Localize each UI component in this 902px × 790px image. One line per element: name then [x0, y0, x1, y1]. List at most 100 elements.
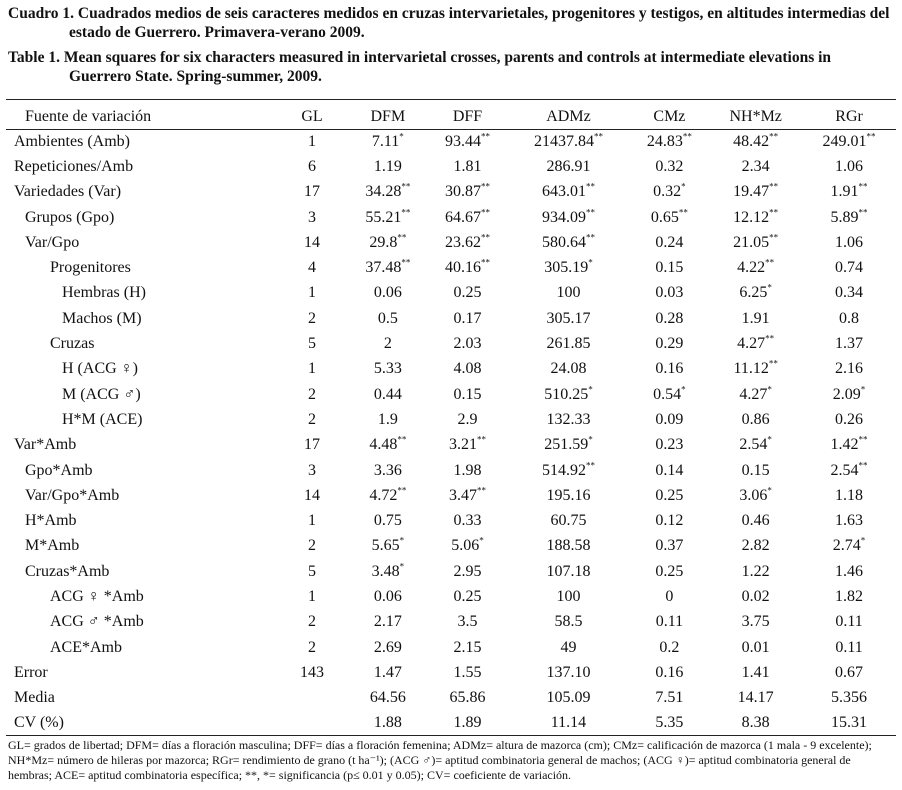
significance-mark: *	[681, 384, 686, 395]
table-bottom-rule	[6, 735, 896, 736]
table-cell: 64.67**	[445, 207, 491, 226]
table-cell: 0.25	[453, 587, 482, 605]
table-cell: 11.14	[550, 714, 587, 732]
table-cell: 1.98	[453, 461, 482, 479]
table-cell: 0.16	[655, 360, 684, 378]
row-label: Variedades (Var)	[14, 183, 122, 201]
significance-mark: *	[399, 536, 405, 547]
row-label: M (ACG ♂)	[62, 385, 141, 403]
table-cell: 64.56	[369, 689, 406, 707]
table-cell: 0.09	[655, 410, 684, 428]
table-row: Media 64.56 65.86 105.09 7.51 14.17 5.356	[6, 686, 896, 711]
table-cell: 3.75	[741, 613, 770, 631]
significance-mark: *	[860, 536, 866, 547]
table-cell: 60.75	[550, 512, 587, 530]
significance-mark: **	[682, 131, 692, 142]
table-cell: 0.32*	[653, 181, 686, 201]
row-label: H*M (ACE)	[62, 410, 143, 428]
significance-mark: *	[860, 384, 866, 395]
table-cell: 5.35	[655, 714, 684, 732]
significance-mark: **	[858, 434, 868, 445]
caption-english-label: Table 1.	[8, 49, 60, 66]
row-label: CV (%)	[14, 714, 64, 732]
row-label: ACE*Amb	[50, 638, 122, 656]
table-cell: 1.82	[835, 587, 864, 605]
table-cell: 1.41	[741, 663, 770, 681]
table-cell: 0.26	[835, 410, 864, 428]
table-cell: 2	[308, 638, 316, 656]
row-label: Grupos (Gpo)	[25, 208, 115, 226]
table-cell: 1.37	[835, 335, 864, 353]
table-cell: 4.08	[453, 360, 482, 378]
table-cell: 1.22	[741, 562, 770, 580]
table-cell: 0.5	[377, 309, 398, 327]
table-row: Progenitores 4 37.48** 40.16** 305.19* 0.15 4.…	[6, 255, 896, 280]
significance-mark: *	[767, 434, 772, 445]
table-cell: 0.25	[655, 486, 684, 504]
table-cell: 5	[308, 562, 316, 580]
table-cell	[276, 711, 348, 736]
table-cell: 1.9	[377, 410, 398, 428]
table-cell: 132.33	[546, 410, 591, 428]
table-row: Cruzas*Amb 5 3.48* 2.95 107.18 0.25 1.22 1.46	[6, 559, 896, 584]
table-cell: 305.19*	[544, 257, 593, 277]
table-cell: 1.46	[835, 562, 864, 580]
column-header: CMz	[653, 107, 686, 125]
table-cell: 143	[300, 663, 324, 681]
table-cell: 17	[304, 436, 320, 454]
table-cell: 37.48**	[365, 257, 411, 277]
significance-mark: *	[588, 384, 593, 395]
row-label: ACG ♂ *Amb	[50, 613, 144, 631]
row-label: ACG ♀ *Amb	[50, 587, 144, 605]
table-cell: 3.21**	[449, 434, 487, 454]
table-cell: 1.06	[835, 233, 864, 251]
significance-mark: **	[481, 257, 491, 268]
table-row: Grupos (Gpo) 3 55.21** 64.67** 934.09** 0.65*…	[6, 205, 896, 230]
table-cell: 24.83**	[646, 131, 692, 150]
table-cell: 34.28**	[365, 181, 411, 201]
table-row: H*M (ACE) 2 1.9 2.9 132.33 0.09 0.86 0.26	[6, 407, 896, 432]
table-cell: 48.42**	[733, 131, 779, 150]
table-cell: 195.16	[546, 486, 591, 504]
table-cell: 1.55	[453, 663, 482, 681]
table-cell: 0.28	[655, 309, 684, 327]
table-cell: 58.5	[554, 613, 583, 631]
significance-mark: **	[401, 207, 411, 218]
table-cell: 0.37	[655, 537, 684, 555]
table-cell: 11.12**	[733, 358, 778, 378]
table-cell: 1.47	[373, 663, 402, 681]
significance-mark: **	[481, 232, 491, 243]
caption-english-text: Mean squares for six characters measured…	[63, 49, 832, 85]
table-cell: 30.87**	[445, 181, 491, 201]
table-cell: 251.59*	[544, 434, 593, 454]
caption-spanish-text: Cuadrados medios de seis caracteres medi…	[69, 5, 890, 41]
table-cell: 19.47**	[733, 181, 779, 201]
table-cell: 15.31	[831, 714, 868, 732]
table-cell: 0.44	[373, 385, 402, 403]
table-cell: 0.8	[839, 309, 860, 327]
table-cell: 0.67	[835, 663, 864, 681]
table-cell: 2	[308, 613, 316, 631]
table-cell: 1	[308, 132, 316, 150]
column-header: DFM	[370, 107, 406, 125]
row-label: Progenitores	[50, 259, 131, 277]
significance-mark: **	[765, 257, 775, 268]
table-cell: 2.09*	[832, 384, 866, 403]
column-header: ADMz	[546, 107, 591, 125]
caption-spanish-label: Cuadro 1.	[8, 5, 75, 22]
table-cell: 21.05**	[733, 232, 779, 251]
table-cell: 65.86	[449, 689, 486, 707]
significance-mark: **	[585, 460, 595, 471]
table-row: ACG ♂ *Amb 2 2.17 3.5 58.5 0.11 3.75 0.11	[6, 610, 896, 635]
significance-mark: **	[593, 131, 603, 142]
significance-mark: **	[858, 207, 868, 218]
table-cell: 643.01**	[541, 181, 595, 201]
row-label: Error	[14, 663, 48, 681]
significance-mark: **	[866, 131, 876, 142]
table-cell: 1.91**	[830, 181, 868, 201]
table-cell: 0.11	[835, 638, 863, 656]
table-cell: 0.65**	[650, 207, 688, 226]
table-cell: 14	[304, 486, 320, 504]
table-cell: 1	[308, 587, 316, 605]
table-cell: 0.16	[655, 663, 684, 681]
